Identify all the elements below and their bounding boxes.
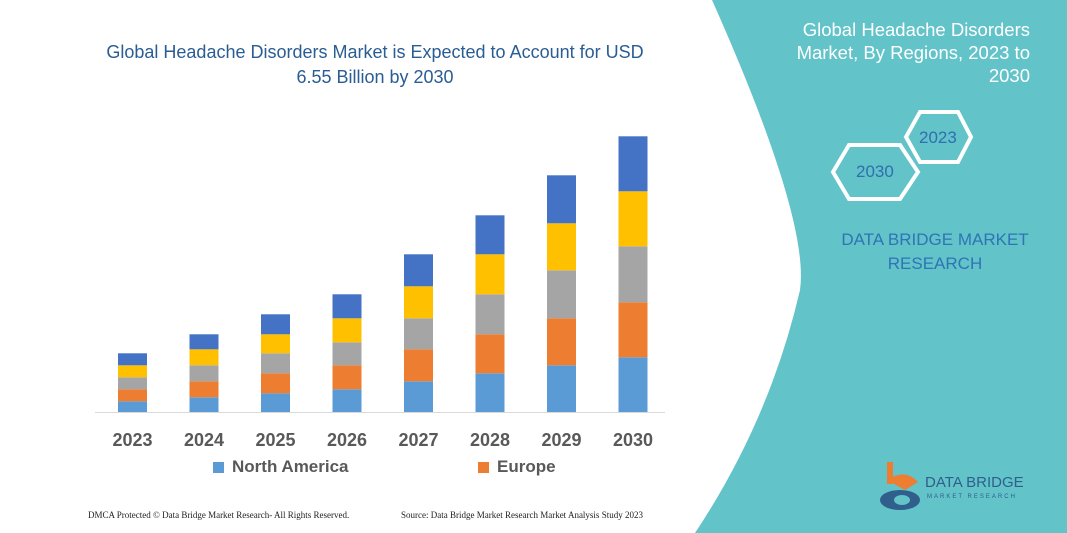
x-tick-label: 2025 <box>255 430 295 450</box>
bar-segment-2030-1 <box>618 302 648 358</box>
bar-segment-2027-0 <box>404 381 433 412</box>
bar-segment-2025-4 <box>261 314 290 335</box>
footer-copyright: DMCA Protected © Data Bridge Market Rese… <box>88 510 350 520</box>
hexagon-2030 <box>830 143 921 201</box>
logo-icon <box>880 462 920 510</box>
bar-segment-2029-3 <box>547 223 576 271</box>
x-tick-label: 2026 <box>327 430 367 450</box>
chart: 2023 2024 2025 2026 2027 2028 2029 2030 <box>95 136 665 450</box>
x-tick-label: 2028 <box>470 430 510 450</box>
side-panel <box>695 0 1067 533</box>
bar-segment-2026-2 <box>332 342 362 366</box>
bar-segment-2028-2 <box>475 294 505 335</box>
bar-segment-2024-4 <box>189 334 219 350</box>
bar-segment-2024-0 <box>189 397 219 412</box>
bar-segment-2024-2 <box>189 365 219 382</box>
bar-segment-2023-0 <box>118 401 147 412</box>
bar-segment-2025-1 <box>261 373 290 394</box>
bar-segment-2027-1 <box>404 349 433 382</box>
bar-segment-2030-3 <box>618 191 648 247</box>
legend-label: North America <box>232 457 349 476</box>
bar-segment-2026-0 <box>332 389 362 412</box>
bar-segment-2028-3 <box>475 254 505 295</box>
logo-subtext: MARKET RESEARCH <box>927 494 1017 500</box>
x-tick-label: 2023 <box>112 430 152 450</box>
bar-segment-2029-1 <box>547 318 576 366</box>
bar-segment-2028-0 <box>475 373 505 412</box>
bar-segment-2030-4 <box>618 136 648 192</box>
x-tick-label: 2029 <box>541 430 581 450</box>
bar-segment-2024-1 <box>189 381 219 398</box>
bar-segment-2030-2 <box>618 246 648 303</box>
side-panel-title: Global Headache Disorders Market, By Reg… <box>796 19 1030 86</box>
bar-segment-2027-3 <box>404 286 433 319</box>
legend-swatch <box>478 461 489 473</box>
bar-segment-2025-0 <box>261 393 290 412</box>
bar-segment-2029-4 <box>547 175 576 224</box>
bar-segment-2027-4 <box>404 254 433 287</box>
bar-segment-2027-2 <box>404 318 433 350</box>
x-tick-label: 2027 <box>398 430 438 450</box>
bar-segment-2030-0 <box>618 357 648 412</box>
bar-segment-2026-3 <box>332 318 362 343</box>
bar-segment-2023-3 <box>118 365 147 378</box>
bar-segment-2029-0 <box>547 365 576 412</box>
bar-segment-2025-2 <box>261 353 290 374</box>
legend-swatch <box>213 461 224 473</box>
bar-segment-2025-3 <box>261 334 290 354</box>
x-tick-label: 2024 <box>184 430 224 450</box>
x-tick-label: 2030 <box>613 430 653 450</box>
bar-segment-2023-1 <box>118 389 147 402</box>
bar-segment-2026-4 <box>332 294 362 319</box>
legend-item-north-america: North America <box>213 457 349 477</box>
hex-label-end: 2030 <box>856 162 894 181</box>
bar-segment-2028-1 <box>475 334 505 374</box>
brand-text: DATA BRIDGE MARKET RESEARCH <box>841 230 1029 273</box>
bar-segment-2028-4 <box>475 215 505 255</box>
hex-label-start: 2023 <box>919 128 957 147</box>
bar-segment-2023-4 <box>118 353 147 366</box>
bar-segment-2023-2 <box>118 377 147 390</box>
logo-text: DATA BRIDGE <box>925 474 1024 491</box>
footer-source: Source: Data Bridge Market Research Mark… <box>401 510 643 520</box>
chart-title: Global Headache Disorders Market is Expe… <box>106 42 644 87</box>
hexagon-2023 <box>903 110 974 164</box>
bar-segment-2029-2 <box>547 270 576 319</box>
legend-label: Europe <box>497 457 556 476</box>
bar-segment-2024-3 <box>189 349 219 366</box>
legend-item-europe: Europe <box>478 457 556 477</box>
bar-segment-2026-1 <box>332 365 362 390</box>
